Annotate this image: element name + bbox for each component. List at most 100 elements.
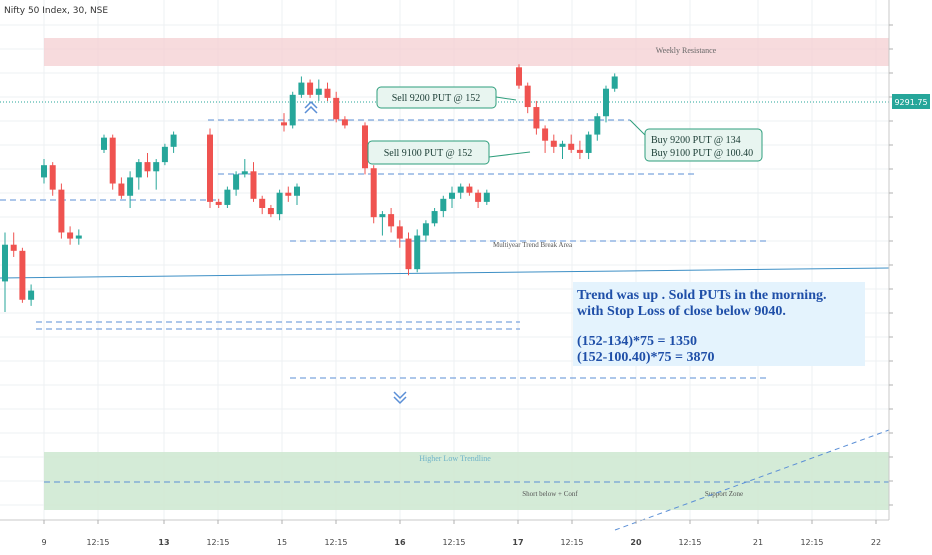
candle-down — [19, 250, 26, 300]
candle-down — [285, 192, 292, 196]
candle-down — [67, 232, 74, 239]
time-tick-label: 17 — [512, 538, 523, 547]
candle-up — [457, 186, 464, 193]
candle-up — [422, 223, 429, 236]
candle-up — [379, 214, 386, 218]
candle-up — [153, 162, 160, 172]
candle-up — [224, 189, 231, 205]
down-arrow-icon — [393, 391, 407, 405]
support-zone-label: Support Zone — [705, 490, 743, 498]
candle-up — [594, 116, 601, 135]
candle-up — [241, 171, 248, 175]
candle-down — [118, 183, 125, 196]
up-arrow-icon — [304, 100, 318, 114]
buy-9200-text: Buy 9200 PUT @ 134 — [651, 135, 741, 146]
candle-down — [388, 214, 395, 227]
time-tick-label: 12:15 — [324, 538, 347, 547]
time-tick-label: 12:15 — [800, 538, 823, 547]
price-scale-ticks — [889, 24, 893, 506]
candle-up — [585, 134, 592, 153]
callout-buy[interactable]: Buy 9200 PUT @ 134 Buy 9100 PUT @ 100.40 — [629, 119, 763, 162]
candle-down — [568, 143, 575, 150]
candle-up — [101, 137, 107, 150]
candle-up — [161, 146, 168, 163]
higher-low-trendline — [614, 429, 890, 531]
time-tick-label: 12:15 — [442, 538, 465, 547]
candle-down — [576, 149, 583, 153]
candle-down — [341, 119, 348, 126]
chart-title: Nifty 50 Index, 30, NSE — [4, 6, 108, 16]
weekly-resistance-label: Weekly Resistance — [656, 46, 717, 55]
long-term-trendline — [0, 267, 890, 279]
time-axis: 9 12:15 13 12:15 15 12:15 16 12:15 17 12:15 20 12:1… — [41, 520, 881, 547]
last-price-badge: 9291.75 — [892, 94, 930, 109]
horizontal-levels — [0, 119, 889, 483]
time-tick-label: 22 — [871, 538, 881, 547]
candle-up — [276, 192, 283, 215]
time-tick-label: 9 — [41, 538, 46, 547]
last-price-value: 9291.75 — [894, 98, 927, 107]
candle-up — [298, 82, 305, 95]
support-zone — [44, 452, 889, 510]
higher-low-trendline-label: Higher Low Trendline — [419, 454, 491, 463]
candle-up — [315, 88, 322, 95]
analysis-note-box — [573, 282, 865, 366]
candle-down — [516, 67, 522, 86]
candle-down — [144, 162, 151, 172]
candle-down — [259, 198, 266, 208]
candle-up — [603, 88, 609, 117]
candles — [2, 64, 618, 312]
candle-up — [41, 165, 47, 178]
candle-down — [396, 226, 403, 239]
callout-sell-9100[interactable]: Sell 9100 PUT @ 152 — [367, 140, 531, 165]
note-line-3: (152-134)*75 = 1350 — [577, 334, 697, 349]
candle-up — [289, 94, 296, 126]
candle-down — [307, 82, 314, 95]
candle-up — [414, 235, 421, 270]
candle-down — [250, 171, 257, 199]
candle-down — [533, 107, 540, 129]
candle-down — [49, 165, 56, 190]
buy-9100-text: Buy 9100 PUT @ 100.40 — [651, 148, 753, 159]
candle-up — [449, 192, 455, 199]
note-line-4: (152-100.40)*75 = 3870 — [577, 350, 714, 365]
trend-break-area-label: Multiyear Trend Break Area — [493, 241, 573, 249]
time-tick-label: 20 — [630, 538, 642, 547]
candle-down — [524, 85, 531, 108]
candle-down — [324, 88, 331, 98]
callout-sell-9200[interactable]: Sell 9200 PUT @ 152 — [376, 86, 517, 109]
last-price-badge-box — [892, 94, 930, 109]
candle-up — [611, 76, 618, 89]
candle-down — [362, 125, 368, 169]
candle-down — [281, 122, 287, 126]
candle-down — [58, 189, 65, 233]
short-below-label: Short below + Conf — [522, 490, 578, 498]
candle-down — [215, 201, 222, 205]
candle-down — [466, 186, 473, 193]
note-line-2: with Stop Loss of close below 9040. — [577, 304, 786, 319]
candle-down — [109, 137, 116, 184]
candle-up — [440, 198, 447, 212]
sell-9100-text: Sell 9100 PUT @ 152 — [384, 148, 472, 159]
time-tick-label: 13 — [158, 538, 169, 547]
candle-up — [28, 290, 35, 300]
candle-down — [542, 128, 549, 141]
sell-9200-text: Sell 9200 PUT @ 152 — [392, 93, 480, 104]
time-tick-label: 12:15 — [678, 538, 701, 547]
candle-up — [75, 235, 82, 239]
candle-up — [2, 244, 8, 282]
candle-down — [405, 238, 412, 270]
time-tick-label: 21 — [753, 538, 763, 547]
time-tick-label: 12:15 — [86, 538, 109, 547]
candle-down — [550, 140, 557, 147]
candle-down — [333, 97, 340, 120]
candle-up — [233, 174, 240, 190]
candle-up — [127, 177, 134, 196]
candle-down — [475, 192, 482, 202]
time-tick-label: 15 — [277, 538, 287, 547]
candle-up — [559, 143, 566, 147]
candle-down — [207, 134, 213, 202]
time-tick-label: 12:15 — [560, 538, 583, 547]
